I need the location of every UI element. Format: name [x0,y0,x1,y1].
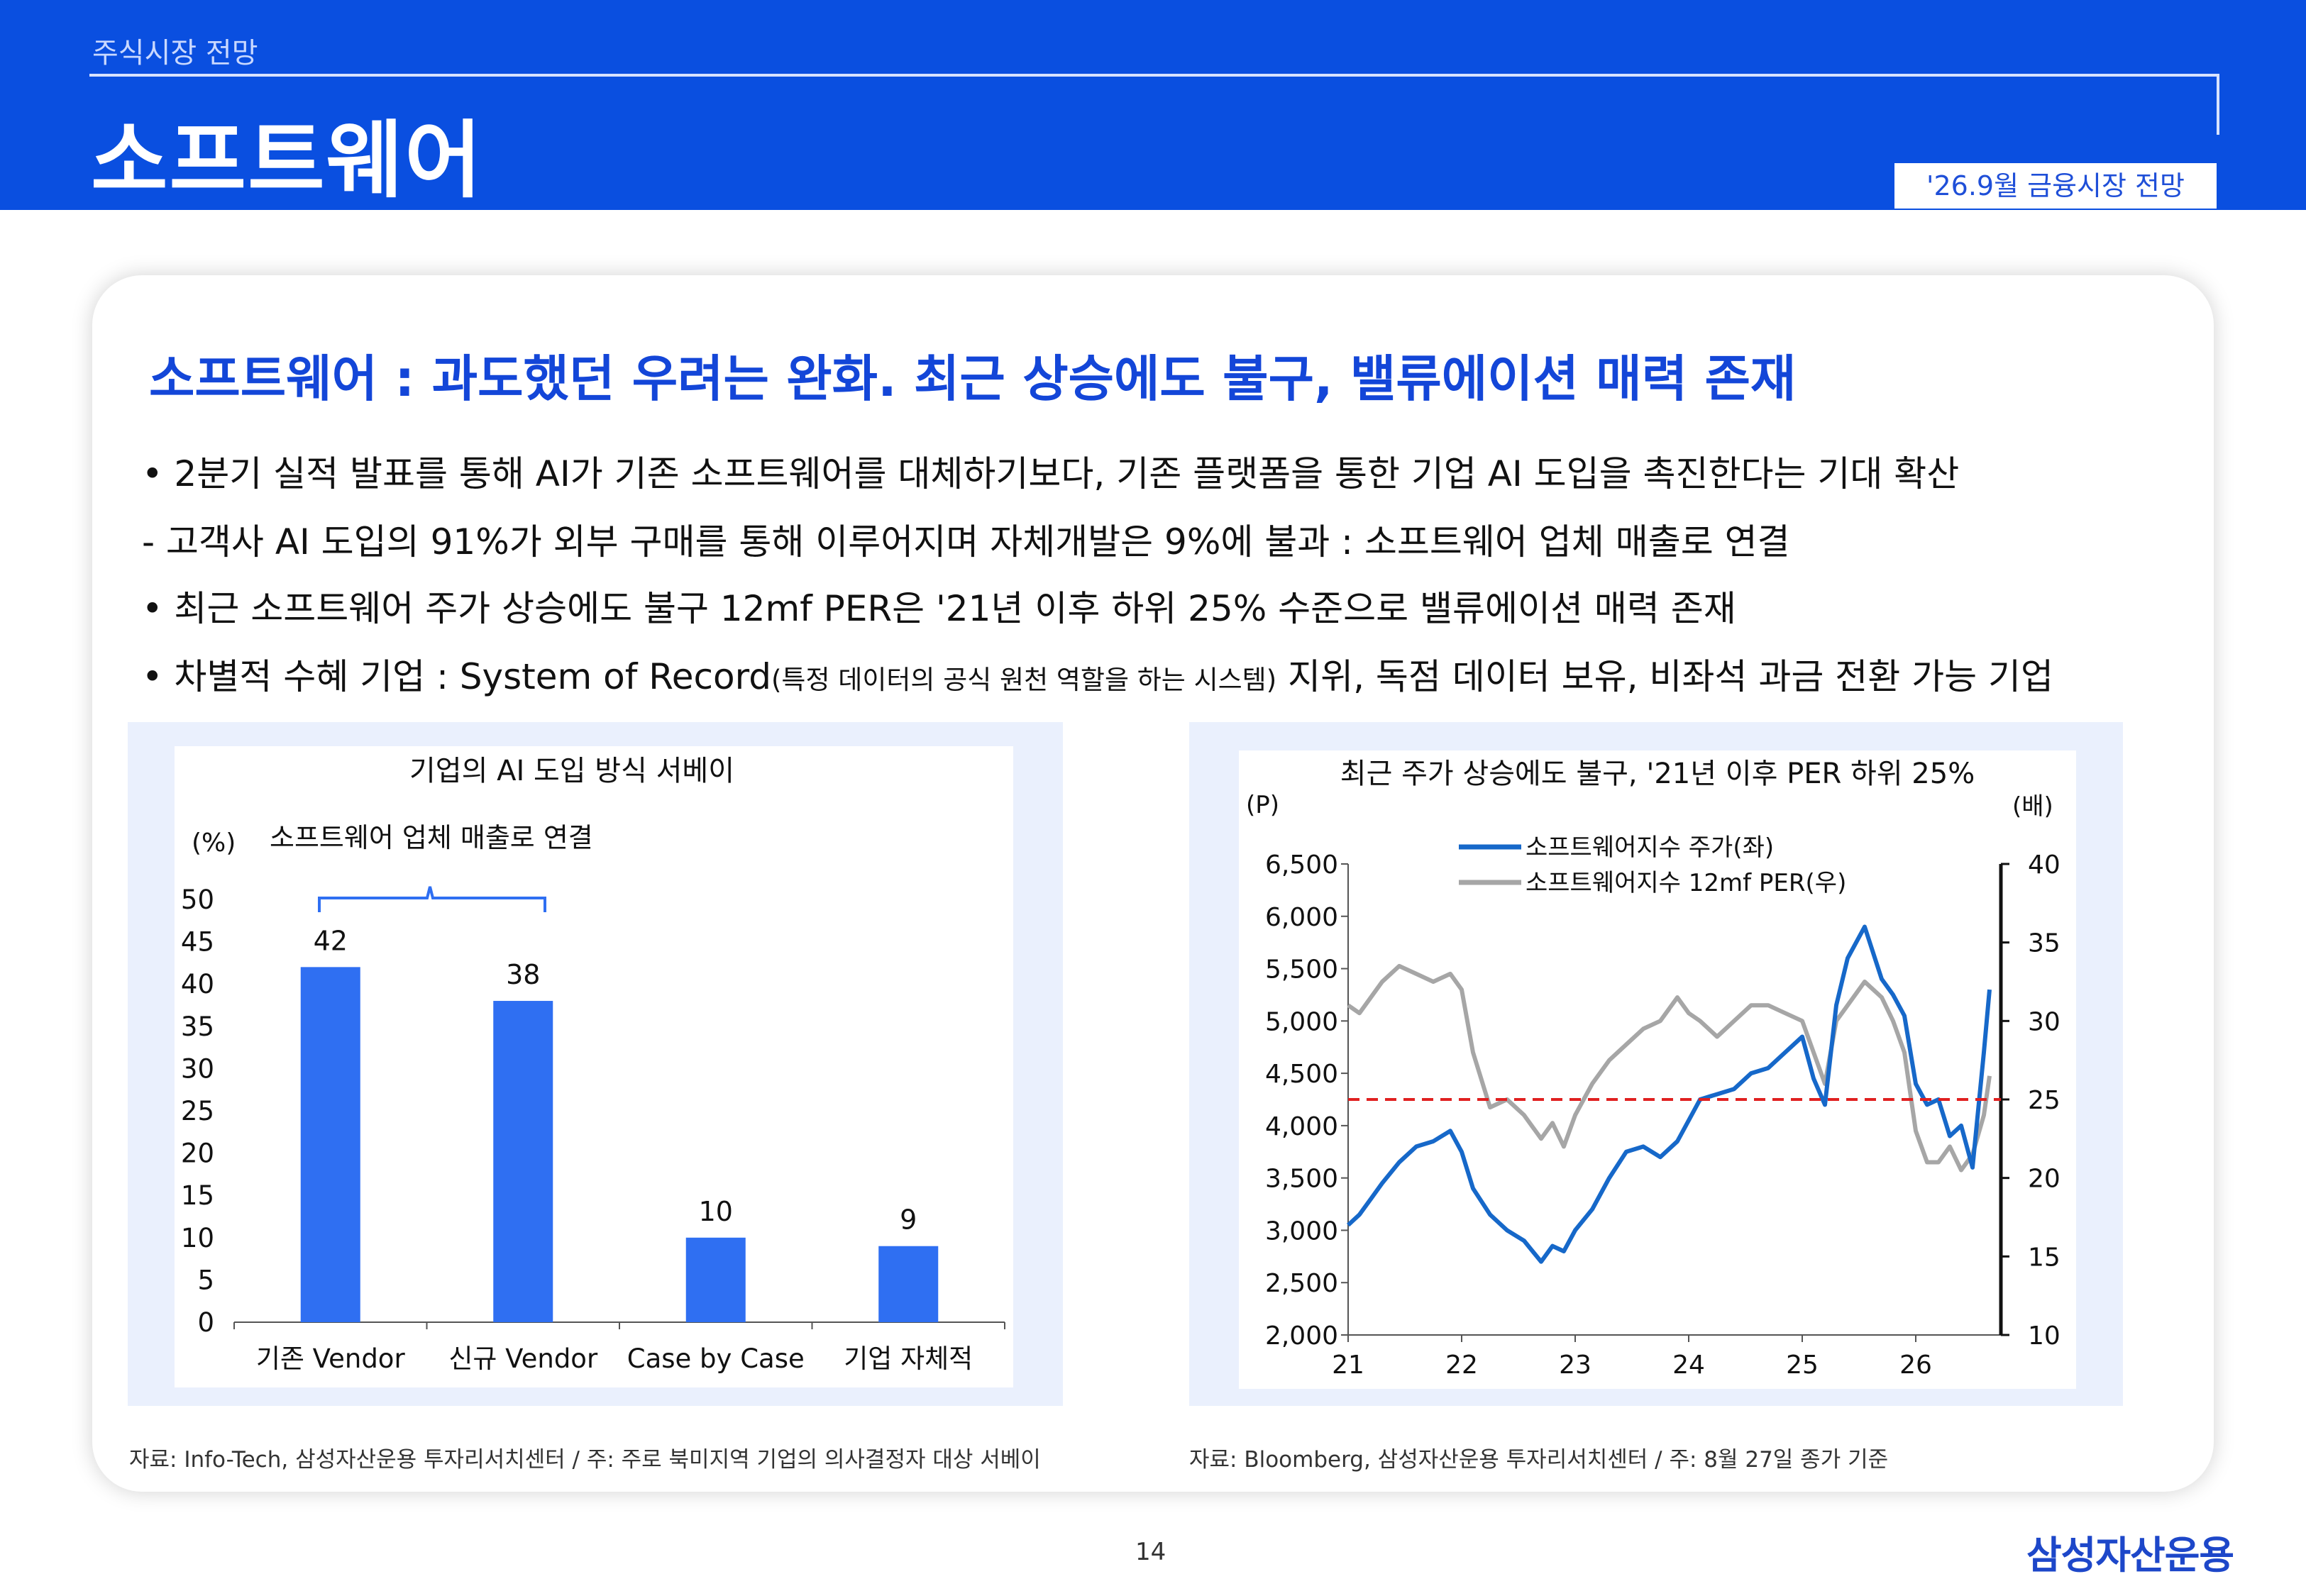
line-x-tick: 24 [1672,1351,1705,1380]
right-chart-box: 최근 주가 상승에도 불구, '21년 이후 PER 하위 25% (P) (배… [1239,750,2076,1389]
line-right-tick: 15 [2028,1243,2060,1272]
bar [878,1246,939,1322]
price-series-line [1346,924,1992,1264]
source-note-left: 자료: Info-Tech, 삼성자산운용 투자리서치센터 / 주: 주로 북미… [129,1447,1041,1473]
left-chart-box: 기업의 AI 도입 방식 서베이 (%) 소프트웨어 업체 매출로 연결 0 5 1… [175,746,1013,1387]
bar-category-label: 기업 자체적 [844,1343,973,1374]
line-chart-title: 최근 주가 상승에도 불구, '21년 이후 PER 하위 25% [1340,758,1975,790]
bar-data-label: 38 [506,959,540,990]
bar-y-tick: 45 [181,927,214,958]
line-left-tick: 3,000 [1265,1217,1338,1246]
line-left-tick: 5,000 [1265,1007,1338,1036]
line-left-tick: 2,500 [1265,1269,1338,1298]
bar-y-tick: 50 [181,885,214,915]
bar-y-tick: 10 [181,1223,214,1253]
bar-y-tick: 20 [181,1138,214,1169]
line-right-tick: 35 [2028,929,2060,958]
line-x-tick: 23 [1559,1351,1591,1380]
line-left-tick: 3,500 [1265,1165,1338,1194]
line-chart-ylabel-left: (P) [1246,791,1279,819]
section-label: 주식시장 전망 [92,37,258,70]
bar [685,1237,746,1322]
date-badge: '26.9월 금융시장 전망 [1894,163,2217,209]
line-left-tick: 6,500 [1265,850,1338,880]
bar-y-tick: 40 [181,969,214,999]
bar-category-label: Case by Case [627,1343,805,1374]
legend-label: 소프트웨어지수 12mf PER(우) [1526,869,1846,897]
header-divider [89,74,2219,135]
bar [300,967,360,1322]
bar-y-tick: 0 [197,1307,214,1338]
bar-y-tick: 15 [181,1180,214,1211]
bullet-4-note: (특정 데이터의 공식 원천 역할을 하는 시스템) [771,665,1277,695]
bullet-2: - 고객사 AI 도입의 91%가 외부 구매를 통해 이루어지며 자체개발은 … [142,521,1790,563]
line-left-tick: 2,000 [1265,1321,1338,1351]
bar-data-label: 42 [314,925,348,956]
bullet-4: • 차별적 수혜 기업 : System of Record(특정 데이터의 공… [142,648,2053,699]
line-right-tick: 10 [2028,1321,2060,1351]
source-note-right: 자료: Bloomberg, 삼성자산운용 투자리서치센터 / 주: 8월 27… [1189,1447,1889,1473]
line-left-tick: 5,500 [1265,955,1338,985]
legend-label: 소프트웨어지수 주가(좌) [1526,833,1774,862]
per-series-line [1347,963,1992,1173]
line-left-tick: 6,000 [1265,903,1338,932]
bullet-4-tail: 지위, 독점 데이터 보유, 비좌석 과금 전환 가능 기업 [1276,656,2053,697]
bar-chart-annotation: 소프트웨어 업체 매출로 연결 [270,822,593,853]
line-x-tick: 25 [1786,1351,1819,1380]
bar-category-label: 기존 Vendor [256,1343,406,1374]
bar-y-tick: 30 [181,1053,214,1084]
bullet-1: • 2분기 실적 발표를 통해 AI가 기존 소프트웨어를 대체하기보다, 기존… [142,453,1960,494]
line-left-tick: 4,000 [1265,1112,1338,1141]
line-x-tick: 26 [1899,1351,1932,1380]
bar-chart-ylabel: (%) [192,829,236,858]
line-right-tick: 30 [2028,1007,2060,1036]
bar-data-label: 9 [900,1204,917,1236]
line-right-tick: 25 [2028,1086,2060,1115]
bar-y-tick: 25 [181,1096,214,1126]
line-right-tick: 20 [2028,1165,2060,1194]
line-left-tick: 4,500 [1265,1060,1338,1089]
bar [493,1001,553,1322]
page-title: 소프트웨어 [91,111,483,209]
line-chart: 최근 주가 상승에도 불구, '21년 이후 PER 하위 25% (P) (배… [1246,758,2060,1380]
company-logo: 삼성자산운용 [2026,1533,2234,1578]
bullet-4-main: • 차별적 수혜 기업 : System of Record [142,656,771,697]
bullet-3: • 최근 소프트웨어 주가 상승에도 불구 12mf PER은 '21년 이후 … [142,588,1736,629]
line-chart-ylabel-right: (배) [2012,792,2053,821]
bar-chart: 기업의 AI 도입 방식 서베이 (%) 소프트웨어 업체 매출로 연결 0 5 1… [181,755,1005,1374]
line-x-tick: 21 [1332,1351,1364,1380]
headline: 소프트웨어 : 과도했던 우려는 완화. 최근 상승에도 불구, 밸류에이션 매… [149,350,1797,408]
bar-chart-title: 기업의 AI 도입 방식 서베이 [409,755,734,787]
bar-y-tick: 35 [181,1012,214,1042]
bar-category-label: 신규 Vendor [448,1343,598,1374]
bar-y-tick: 5 [197,1265,214,1295]
bar-data-label: 10 [699,1196,733,1227]
line-right-tick: 40 [2028,850,2060,880]
line-x-tick: 22 [1445,1351,1478,1380]
page-number: 14 [1135,1538,1166,1566]
bracket-icon [318,886,546,912]
